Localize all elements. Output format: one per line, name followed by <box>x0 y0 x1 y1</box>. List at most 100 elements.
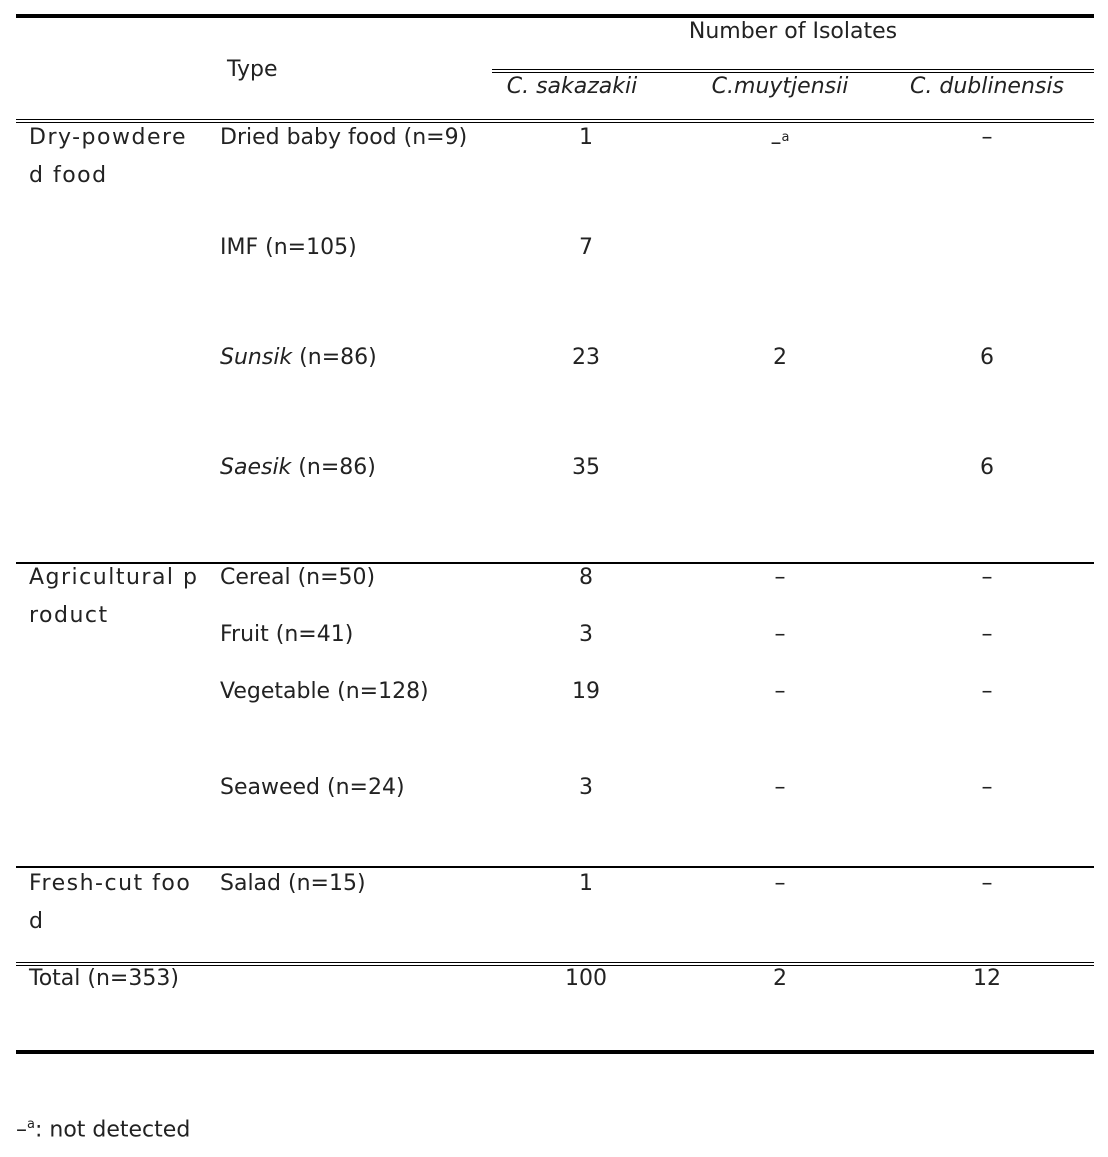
group-label: Agricultural product <box>29 565 199 628</box>
footnote-mark: a <box>27 1117 35 1132</box>
cell-text: – <box>774 775 786 800</box>
row-label: Salad (n=15) <box>220 865 482 903</box>
cell-text: 6 <box>980 345 994 370</box>
cell-text: 3 <box>579 775 593 800</box>
cell-value: – <box>907 616 1067 654</box>
row-type: Vegetable <box>220 679 331 704</box>
column-header: C. dublinensis <box>907 68 1067 106</box>
total-rule <box>16 962 1094 966</box>
cell-text: 7 <box>579 235 593 260</box>
row-label: Sunsik (n=86) <box>220 339 482 377</box>
cell-value: 100 <box>506 960 666 998</box>
cell-text: – <box>770 130 782 156</box>
cell-value: 23 <box>506 339 666 377</box>
column-header: Type <box>227 57 278 82</box>
cell-value: – <box>700 559 860 597</box>
cell-value: 2 <box>700 960 860 998</box>
cell-value: 3 <box>506 616 666 654</box>
cell-text: – <box>774 679 786 704</box>
column-header-text: C. sakazakii <box>506 74 638 99</box>
cell-value: – <box>700 865 860 903</box>
bottom-rule <box>16 1050 1094 1054</box>
cell-text: – <box>774 622 786 647</box>
cell-text: – <box>981 679 993 704</box>
row-count: (n=86) <box>299 345 377 370</box>
cell-text: – <box>981 871 993 896</box>
cell-value: 12 <box>907 960 1067 998</box>
cell-value: – <box>907 865 1067 903</box>
cell-value: – <box>700 616 860 654</box>
cell-text: 1 <box>579 125 593 150</box>
row-count: (n=86) <box>298 455 376 480</box>
cell-value: –a <box>700 119 860 162</box>
group-label: Dry-powdered food <box>29 125 188 188</box>
row-count: (n=15) <box>288 871 366 896</box>
row-label: Seaweed (n=24) <box>220 769 482 807</box>
group-label: Fresh-cut food <box>29 871 192 934</box>
cell-text: 2 <box>773 345 787 370</box>
cell-value: – <box>907 119 1067 157</box>
cell-text: 19 <box>572 679 600 704</box>
cell-value: 1 <box>506 865 666 903</box>
cell-text: – <box>981 622 993 647</box>
group-rule <box>16 866 1094 868</box>
cell-text: – <box>774 871 786 896</box>
row-label: Dried baby food (n=9) <box>220 119 482 157</box>
total-count: (n=353) <box>87 966 179 991</box>
cell-text: – <box>981 125 993 150</box>
row-type: Salad <box>220 871 282 896</box>
cell-text: – <box>981 775 993 800</box>
cell-text: 8 <box>579 565 593 590</box>
header-rule <box>492 69 1094 73</box>
row-count: (n=128) <box>337 679 429 704</box>
row-count: (n=41) <box>275 622 354 647</box>
column-header: C. sakazakii <box>492 68 652 106</box>
group-rule <box>16 562 1094 564</box>
row-label: IMF (n=105) <box>220 229 482 267</box>
column-header: C.muytjensii <box>700 68 860 106</box>
cell-value: 6 <box>907 339 1067 377</box>
row-type: Saesik <box>220 455 292 480</box>
header-rule <box>16 119 1094 123</box>
footnote: –a: not detected <box>16 1106 190 1149</box>
row-count: (n=9) <box>403 125 468 150</box>
row-label: Vegetable (n=128) <box>220 673 482 711</box>
cell-text: 2 <box>773 966 787 991</box>
column-group-header: Number of Isolates <box>688 19 898 44</box>
top-rule <box>16 14 1094 18</box>
cell-text: 6 <box>980 455 994 480</box>
cell-value: 3 <box>506 769 666 807</box>
cell-value: 7 <box>506 229 666 267</box>
cell-text: – <box>774 565 786 590</box>
total-label: Total (n=353) <box>29 960 179 998</box>
row-type: Cereal <box>220 565 291 590</box>
footnote-text: : not detected <box>34 1117 191 1143</box>
row-count: (n=50) <box>297 565 376 590</box>
cell-value: 6 <box>907 449 1067 487</box>
cell-value: – <box>700 673 860 711</box>
cell-value: – <box>907 673 1067 711</box>
cell-text: 12 <box>973 966 1001 991</box>
cell-value: – <box>907 769 1067 807</box>
column-header-text: C.muytjensii <box>711 74 849 99</box>
cell-text: 100 <box>565 966 607 991</box>
cell-value: – <box>700 769 860 807</box>
cell-value: – <box>907 559 1067 597</box>
row-type: Dried baby food <box>220 125 397 150</box>
row-type: Fruit <box>220 622 269 647</box>
row-type: Sunsik <box>220 345 293 370</box>
row-label: Fruit (n=41) <box>220 616 482 654</box>
cell-text: 23 <box>572 345 600 370</box>
row-label: Cereal (n=50) <box>220 559 482 597</box>
row-label: Saesik (n=86) <box>220 449 482 487</box>
cell-text: 35 <box>572 455 600 480</box>
row-type: Seaweed <box>220 775 321 800</box>
row-type: IMF <box>220 235 259 260</box>
cell-value: 1 <box>506 119 666 157</box>
cell-value: 2 <box>700 339 860 377</box>
cell-value: 19 <box>506 673 666 711</box>
cell-text: 3 <box>579 622 593 647</box>
cell-value: 35 <box>506 449 666 487</box>
footnote-mark: a <box>781 130 790 145</box>
